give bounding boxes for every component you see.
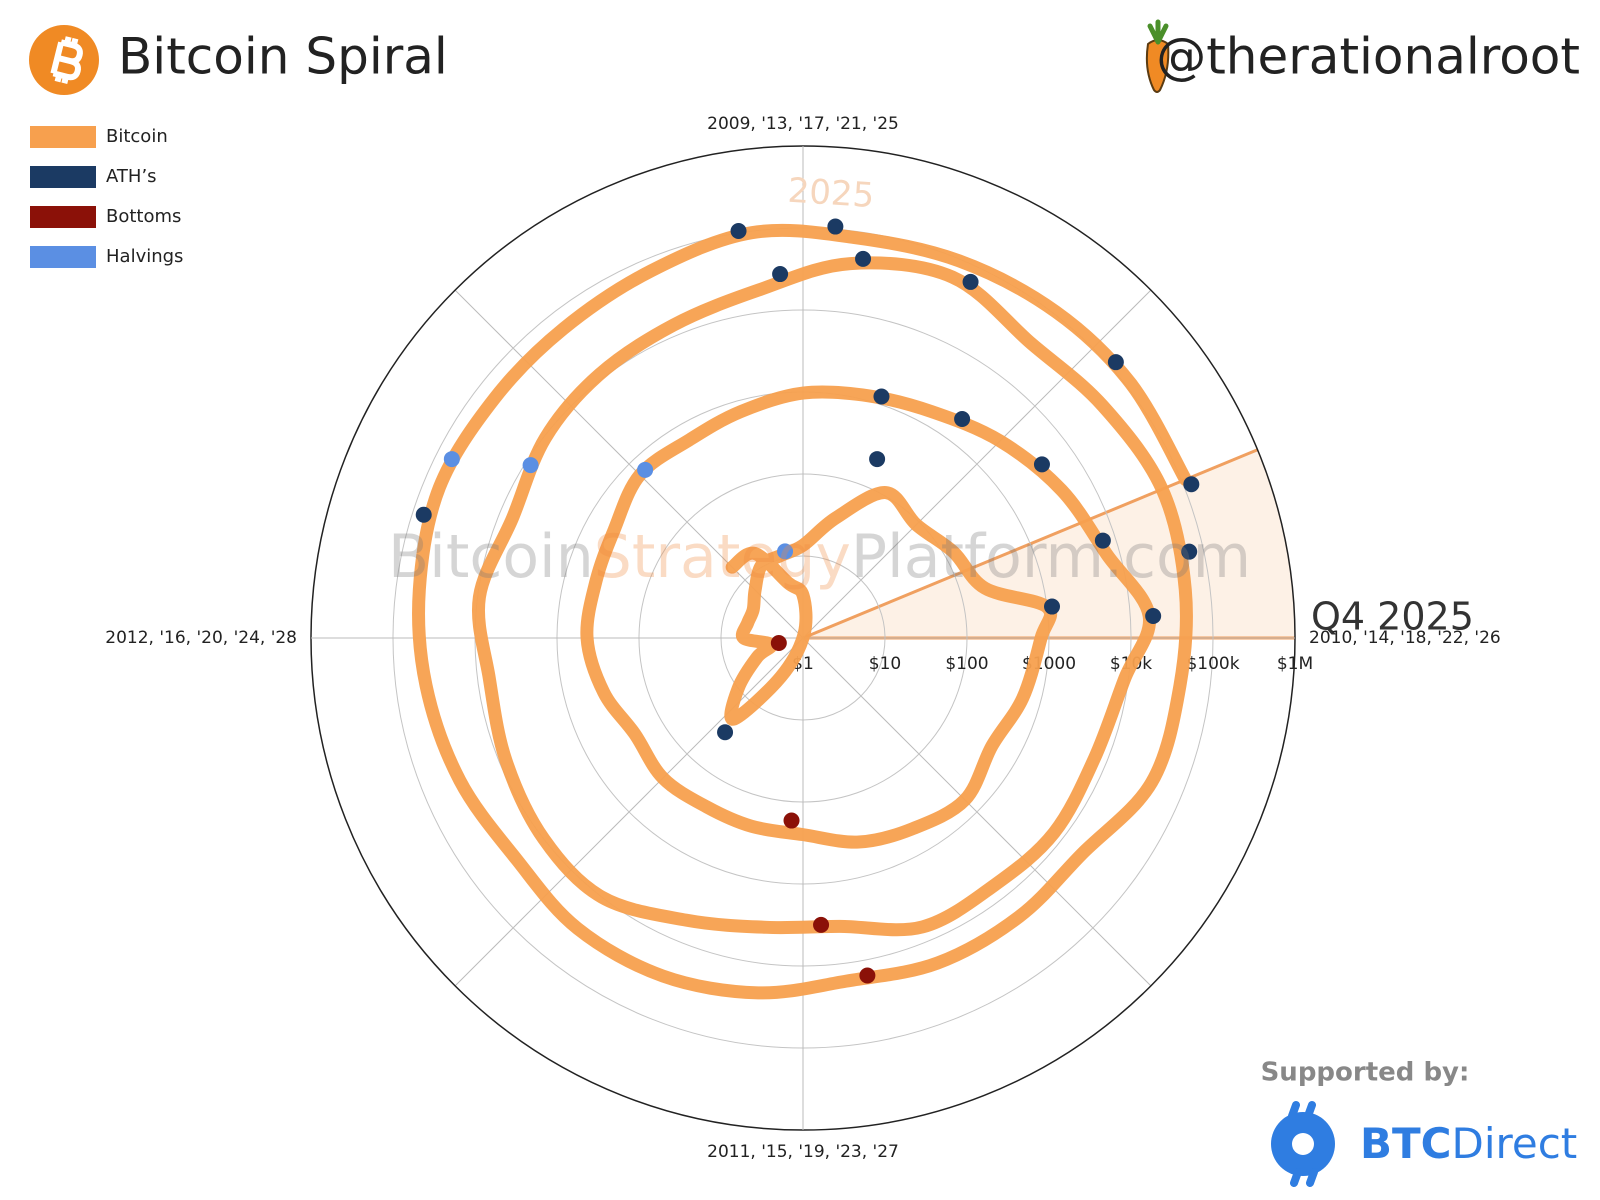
price-line: [412, 223, 1193, 1000]
marker: [962, 273, 979, 290]
supported-label: Supported by:: [1261, 1058, 1470, 1088]
handle: @therationalroot: [1156, 28, 1580, 86]
marker: [1107, 354, 1124, 371]
angular-tick-label: 2012, '16, '20, '24, '28: [105, 628, 297, 648]
marker: [1183, 476, 1200, 493]
legend-swatch: [30, 166, 96, 188]
angular-tick-label: 2010, '14, '18, '22, '26: [1309, 628, 1501, 648]
legend-label: Bitcoin: [106, 126, 168, 147]
marker: [1033, 456, 1050, 473]
brand: BTCDirect: [1360, 1119, 1577, 1168]
year-label: 2025: [787, 171, 876, 216]
angular-tick-label: 2009, '13, '17, '21, '25: [707, 114, 899, 134]
legend-label: ATH’s: [106, 166, 157, 187]
watermark-part: Strategy: [594, 522, 851, 592]
watermark-part: Platform.com: [851, 522, 1251, 592]
marker: [730, 222, 747, 239]
legend-label: Halvings: [106, 246, 183, 267]
watermark: BitcoinStrategyPlatform.com: [388, 522, 1251, 592]
legend-swatch: [30, 246, 96, 268]
legend: Bitcoin ATH’s Bottoms Halvings: [30, 126, 183, 268]
brand-bold: BTC: [1360, 1119, 1452, 1168]
marker: [1094, 532, 1111, 549]
marker: [443, 451, 460, 468]
highlight-label: Q4 2025: [1311, 594, 1474, 638]
marker: [717, 724, 734, 741]
marker: [859, 967, 876, 984]
marker: [522, 457, 539, 474]
radial-tick-label: $100k: [1186, 654, 1239, 674]
legend-swatch: [30, 126, 96, 148]
carrot-icon: [1145, 19, 1170, 93]
marker: [637, 461, 654, 478]
legend-label: Bottoms: [106, 206, 181, 227]
marker: [1181, 543, 1198, 560]
marker: [777, 543, 794, 560]
watermark-part: Bitcoin: [388, 522, 594, 592]
marker: [873, 388, 890, 405]
marker: [869, 451, 886, 468]
marker: [813, 916, 830, 933]
title: Bitcoin Spiral: [118, 28, 448, 86]
brand-rest: Direct: [1452, 1119, 1578, 1168]
marker: [1043, 598, 1060, 615]
marker: [954, 411, 971, 428]
bitcoin-logo: [29, 25, 99, 95]
marker: [783, 812, 800, 829]
marker: [415, 506, 432, 523]
radial-tick-label: $100: [945, 654, 988, 674]
btcdirect-logo: [1271, 1101, 1335, 1187]
angular-tick-label: 2011, '15, '19, '23, '27: [707, 1142, 899, 1162]
marker: [827, 218, 844, 235]
marker: [770, 635, 787, 652]
radial-tick-label: $1M: [1277, 654, 1313, 674]
marker: [855, 250, 872, 267]
marker: [772, 266, 789, 283]
marker: [1145, 607, 1162, 624]
radial-tick-label: $10: [869, 654, 901, 674]
legend-swatch: [30, 206, 96, 228]
